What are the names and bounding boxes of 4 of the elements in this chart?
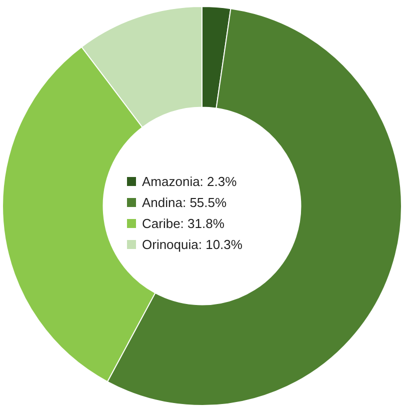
legend-label: Orinoquia: 10.3%: [142, 237, 243, 252]
legend-label: Andina: 55.5%: [142, 195, 228, 210]
legend-label: Caribe: 31.8%: [142, 216, 225, 231]
legend-label: Amazonia: 2.3%: [142, 174, 238, 189]
